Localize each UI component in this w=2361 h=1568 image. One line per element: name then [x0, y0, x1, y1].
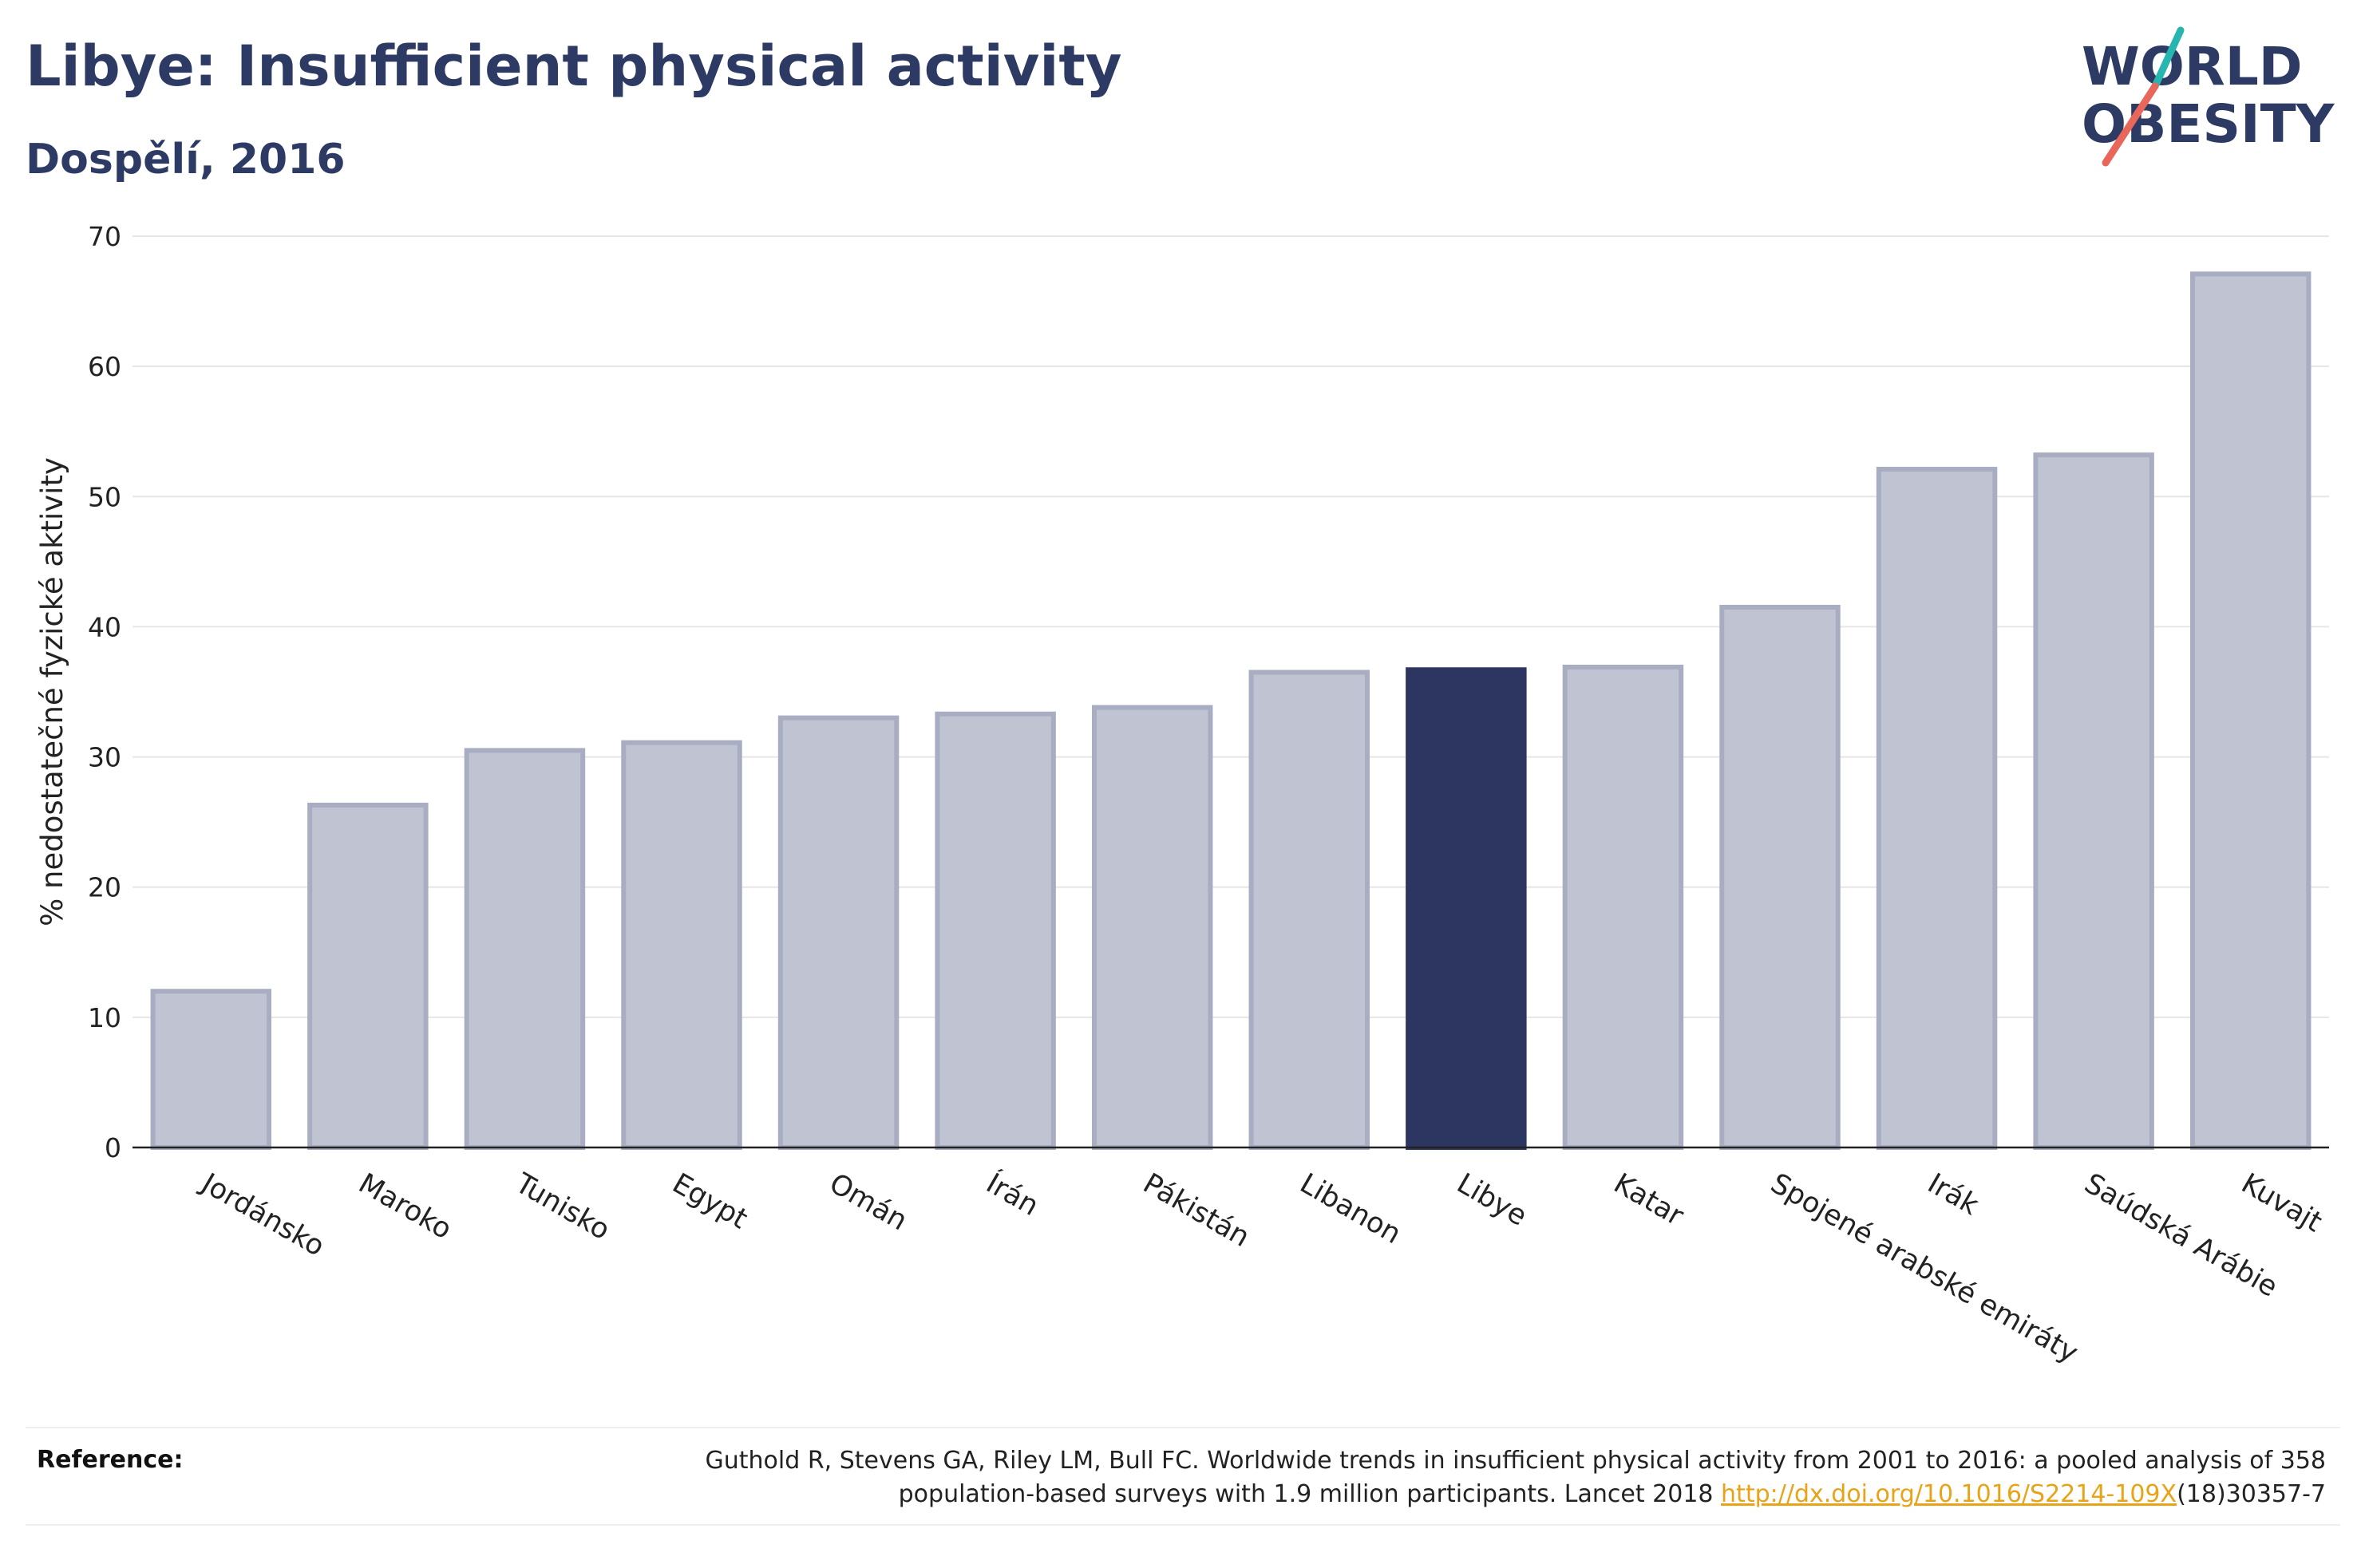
- y-tick-label: 70: [88, 221, 121, 252]
- x-category-label: Maroko: [353, 1167, 457, 1246]
- gridlines: [132, 235, 2329, 1018]
- logo-line-2: OBESITY: [2082, 93, 2335, 155]
- reference-doi-link[interactable]: http://dx.doi.org/10.1016/S2214-109X: [1721, 1480, 2177, 1508]
- bar: [777, 715, 900, 1150]
- x-category-label: Spojené arabské emiráty: [1766, 1167, 2083, 1369]
- y-axis-title: % nedostatečné fyzické aktivity: [35, 457, 69, 926]
- logo-slash-teal: [2151, 26, 2185, 90]
- bar: [1876, 467, 1998, 1150]
- bar: [621, 740, 742, 1151]
- category-labels: Jordánsko Maroko Tunisko Egypt Omán Írán Pákis…: [195, 1166, 2327, 1369]
- x-category-label: Omán: [824, 1167, 912, 1237]
- reference-divider-bottom: [26, 1524, 2340, 1526]
- bar: [2189, 271, 2312, 1151]
- reference-heading: Reference:: [37, 1446, 184, 1474]
- reference-line-1: Guthold R, Stevens GA, Riley LM, Bull FC…: [705, 1447, 2326, 1475]
- bars: [150, 271, 2312, 1151]
- reference-text: Guthold R, Stevens GA, Riley LM, Bull FC…: [490, 1444, 2326, 1511]
- reference-divider-top: [26, 1427, 2340, 1428]
- world-obesity-logo: WORLD OBESITY: [2082, 26, 2335, 167]
- x-category-label: Írán: [981, 1166, 1045, 1222]
- y-tick-label: 10: [88, 1002, 121, 1033]
- x-category-label: Pákistán: [1137, 1167, 1255, 1254]
- logo-line-1: WORLD: [2082, 36, 2303, 97]
- reference-line-2-end: (18)30357-7: [2177, 1480, 2326, 1508]
- y-tick-label: 0: [105, 1132, 121, 1163]
- bar-chart: 0 10 20 30 40 50 60 70 Jordánsko Maroko Tunisko Eg…: [35, 221, 2329, 1369]
- bar: [1091, 705, 1213, 1150]
- y-tick-label: 20: [88, 872, 121, 903]
- y-tick-label: 30: [88, 742, 121, 773]
- y-tick-label: 40: [88, 611, 121, 642]
- bar: [464, 748, 586, 1151]
- y-tick-label: 60: [88, 351, 121, 382]
- bar: [1248, 669, 1370, 1150]
- chart-title: Libye: Insufficient physical activity: [26, 34, 1122, 99]
- y-tick-label: 50: [88, 481, 121, 512]
- chart-subtitle: Dospělí, 2016: [26, 136, 346, 184]
- bar: [150, 989, 272, 1150]
- y-tick-labels: 0 10 20 30 40 50 60 70: [88, 221, 121, 1163]
- bar: [307, 802, 429, 1150]
- x-category-label: Libanon: [1295, 1167, 1406, 1250]
- x-category-label: Katar: [1608, 1167, 1689, 1233]
- bar: [2033, 452, 2154, 1150]
- bar: [1562, 665, 1684, 1150]
- bar: [1719, 604, 1841, 1150]
- x-category-label: Egypt: [667, 1167, 753, 1235]
- x-category-label: Jordánsko: [195, 1167, 330, 1263]
- bar: [935, 711, 1056, 1150]
- x-category-label: Irák: [1922, 1167, 1984, 1222]
- x-category-label: Kuvajt: [2236, 1167, 2327, 1238]
- x-category-label: Tunisko: [509, 1167, 615, 1247]
- reference-line-2-start: population-based surveys with 1.9 millio…: [898, 1480, 1722, 1508]
- x-category-label: Libye: [1451, 1167, 1532, 1232]
- logo-slash-coral: [2102, 82, 2159, 167]
- bar-highlighted: [1406, 667, 1527, 1150]
